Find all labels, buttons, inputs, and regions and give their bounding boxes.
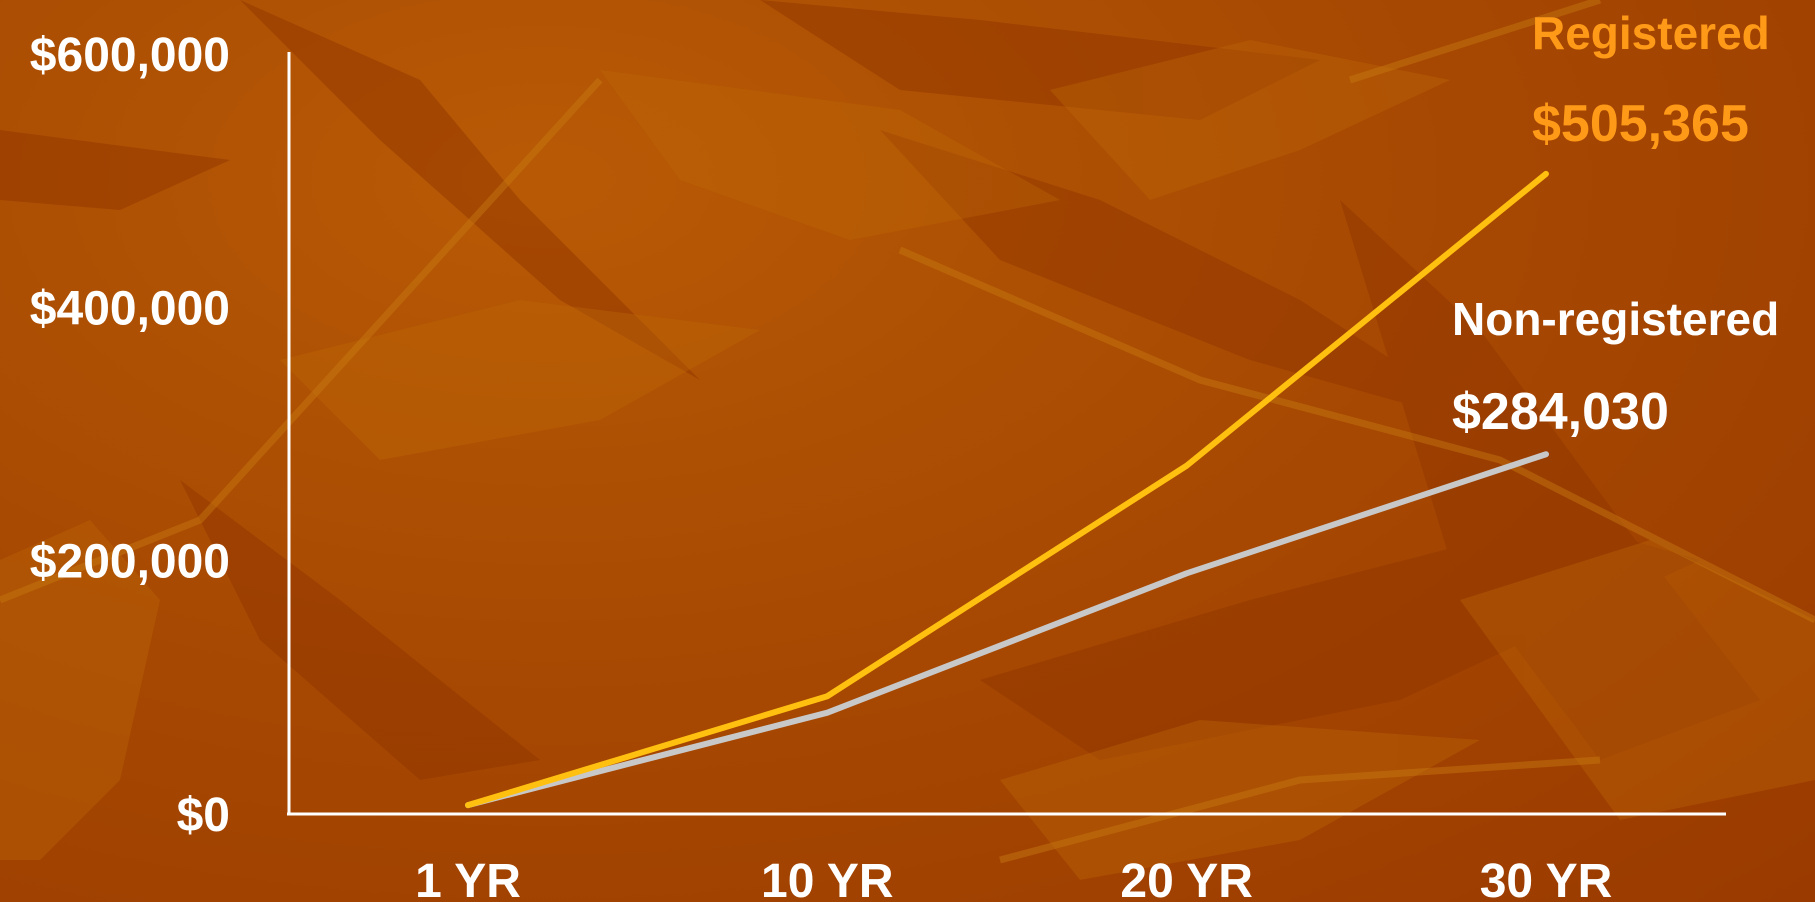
annotation-non-registered: $284,030 bbox=[1452, 383, 1669, 441]
y-tick-label: $600,000 bbox=[30, 29, 230, 82]
series-line-registered bbox=[465, 170, 1549, 809]
y-tick-label: $0 bbox=[177, 789, 230, 842]
y-tick-label: $400,000 bbox=[30, 282, 230, 335]
annotation-registered: $505,365 bbox=[1532, 95, 1749, 153]
series-label-registered: Registered bbox=[1532, 7, 1770, 59]
series-label-non-registered: Non-registered bbox=[1452, 293, 1780, 345]
x-tick-label: 30 YR bbox=[1480, 855, 1613, 902]
x-tick-label: 1 YR bbox=[415, 855, 521, 902]
series-line-non-registered bbox=[465, 451, 1549, 809]
x-tick-label: 10 YR bbox=[761, 855, 894, 902]
y-tick-label: $200,000 bbox=[30, 536, 230, 589]
x-tick-label: 20 YR bbox=[1120, 855, 1253, 902]
